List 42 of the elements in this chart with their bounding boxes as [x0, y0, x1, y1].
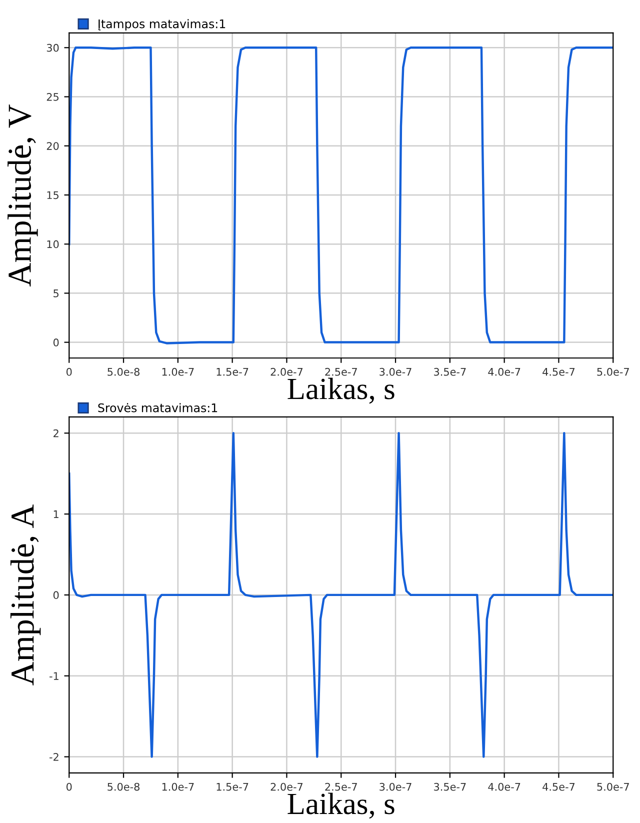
x-tick-label: 1.0e-7	[162, 368, 194, 376]
y-tick-label: 15	[47, 191, 58, 200]
y-tick-label: 20	[46, 142, 59, 150]
line-series	[69, 432, 614, 758]
x-tick-label: 5.0e-7	[597, 368, 629, 376]
y-axis-title: Amplitudė, V	[8, 104, 38, 286]
x-tick-label: 2.5e-7	[325, 782, 357, 791]
y-tick-label: 0	[53, 591, 59, 600]
x-tick-label: 0	[66, 368, 72, 376]
y-axis-title: Amplitudė, A	[10, 504, 41, 686]
x-tick-label: 4.5e-7	[542, 783, 575, 791]
y-tick-label: 5	[54, 290, 58, 298]
x-tick-label: 5.0e-8	[108, 782, 140, 791]
legend-label: Srovės matavimas:1	[98, 403, 218, 412]
x-tick-label: 4.0e-7	[488, 368, 520, 376]
x-tick-label: 2.0e-7	[270, 368, 303, 376]
x-tick-label: 4.5e-7	[542, 368, 575, 376]
line-series	[69, 46, 614, 344]
x-tick-label: 1.0e-7	[162, 782, 194, 791]
x-tick-label: 3.0e-7	[380, 368, 412, 376]
y-tick-label: 2	[54, 429, 58, 438]
x-tick-label: 3.5e-7	[434, 368, 466, 376]
x-tick-label: 1.5e-7	[216, 368, 248, 376]
y-tick-label: -1	[50, 672, 58, 680]
x-tick-label: 0	[66, 782, 72, 791]
x-tick-label: 4.0e-7	[488, 782, 520, 791]
x-tick-label: 3.5e-7	[434, 782, 466, 791]
x-tick-label: 5.0e-8	[108, 368, 140, 376]
y-tick-label: 30	[46, 44, 59, 52]
x-tick-label: 1.5e-7	[216, 783, 248, 791]
x-axis-title: Laikas, s	[288, 792, 394, 819]
x-tick-label: 3.0e-7	[380, 782, 412, 791]
x-tick-label: 2.5e-7	[325, 368, 357, 376]
y-tick-label: -2	[50, 753, 58, 761]
y-tick-label: 10	[47, 240, 59, 248]
x-tick-label: 5.0e-7	[597, 782, 629, 791]
y-tick-label: 1	[54, 510, 58, 518]
x-tick-label: 2.0e-7	[270, 782, 303, 791]
y-tick-label: 0	[53, 338, 59, 346]
legend-label: Įtampos matavimas:1	[98, 19, 226, 31]
y-tick-label: 25	[46, 92, 58, 101]
x-axis-title: Laikas, s	[288, 378, 394, 404]
